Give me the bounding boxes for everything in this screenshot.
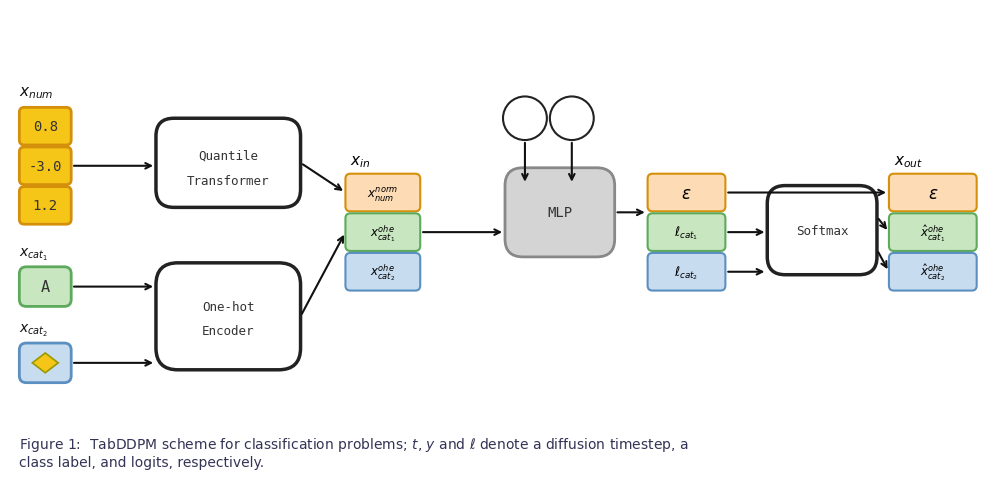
Text: $x_{num}^{norm}$: $x_{num}^{norm}$ (367, 184, 398, 202)
Text: $x_{cat_1}$: $x_{cat_1}$ (19, 246, 48, 262)
Text: Figure 1:  TabDDPM scheme for classification problems; $t$, $y$ and $\ell$ denot: Figure 1: TabDDPM scheme for classificat… (19, 435, 689, 469)
Circle shape (503, 97, 547, 141)
FancyBboxPatch shape (648, 214, 725, 252)
FancyBboxPatch shape (889, 214, 977, 252)
FancyBboxPatch shape (19, 108, 71, 145)
FancyBboxPatch shape (345, 174, 421, 212)
Text: One-hot: One-hot (202, 300, 255, 313)
Text: 0.8: 0.8 (33, 120, 57, 134)
FancyBboxPatch shape (889, 174, 977, 212)
Text: $\ell_{cat_1}$: $\ell_{cat_1}$ (674, 224, 698, 241)
Text: $x_{cat_1}^{ohe}$: $x_{cat_1}^{ohe}$ (370, 222, 395, 243)
FancyBboxPatch shape (345, 253, 421, 291)
FancyBboxPatch shape (19, 343, 71, 383)
Text: $\ell_{cat_2}$: $\ell_{cat_2}$ (674, 264, 698, 281)
Text: $\hat{x}_{cat_2}^{ohe}$: $\hat{x}_{cat_2}^{ohe}$ (920, 262, 946, 283)
FancyBboxPatch shape (156, 119, 301, 208)
Text: $x_{cat_2}$: $x_{cat_2}$ (19, 323, 48, 338)
Text: $x_{out}$: $x_{out}$ (894, 154, 924, 169)
FancyBboxPatch shape (505, 168, 615, 257)
FancyBboxPatch shape (648, 174, 725, 212)
Polygon shape (32, 353, 58, 373)
Text: A: A (40, 279, 50, 295)
FancyBboxPatch shape (19, 148, 71, 185)
FancyBboxPatch shape (156, 264, 301, 370)
Text: $t$: $t$ (521, 111, 529, 127)
Text: Encoder: Encoder (202, 324, 255, 337)
FancyBboxPatch shape (768, 186, 877, 275)
Text: $x_{cat_2}^{ohe}$: $x_{cat_2}^{ohe}$ (370, 262, 395, 283)
FancyBboxPatch shape (889, 253, 977, 291)
Circle shape (550, 97, 594, 141)
Text: $y$: $y$ (566, 111, 577, 127)
Text: 1.2: 1.2 (33, 199, 57, 213)
Text: -3.0: -3.0 (28, 159, 62, 173)
Text: Transformer: Transformer (187, 175, 270, 188)
Text: $\epsilon$: $\epsilon$ (681, 184, 692, 202)
Text: $x_{num}$: $x_{num}$ (19, 85, 54, 101)
Text: $\hat{x}_{cat_1}^{ohe}$: $\hat{x}_{cat_1}^{ohe}$ (920, 222, 946, 243)
FancyBboxPatch shape (19, 187, 71, 225)
FancyBboxPatch shape (648, 253, 725, 291)
Text: Softmax: Softmax (796, 224, 848, 237)
Text: Quantile: Quantile (198, 149, 259, 162)
Text: MLP: MLP (547, 206, 572, 220)
FancyBboxPatch shape (19, 267, 71, 307)
Text: $x_{in}$: $x_{in}$ (350, 154, 371, 169)
Text: $\epsilon$: $\epsilon$ (928, 184, 938, 202)
FancyBboxPatch shape (345, 214, 421, 252)
